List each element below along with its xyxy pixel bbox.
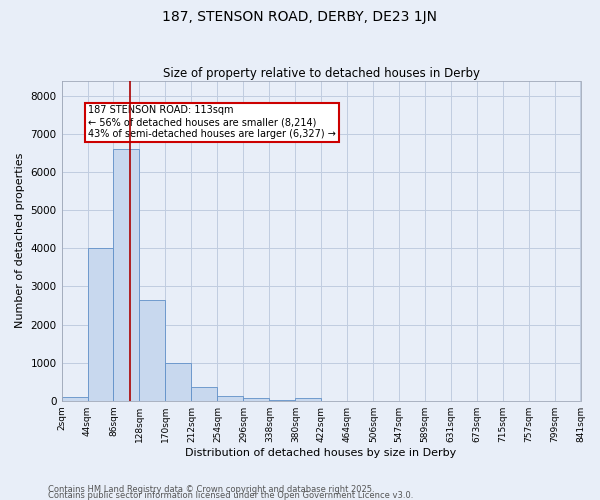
Text: 187 STENSON ROAD: 113sqm
← 56% of detached houses are smaller (8,214)
43% of sem: 187 STENSON ROAD: 113sqm ← 56% of detach… <box>88 106 336 138</box>
Bar <box>88 248 113 400</box>
X-axis label: Distribution of detached houses by size in Derby: Distribution of detached houses by size … <box>185 448 457 458</box>
Text: Contains HM Land Registry data © Crown copyright and database right 2025.: Contains HM Land Registry data © Crown c… <box>48 484 374 494</box>
Bar <box>244 398 269 400</box>
Title: Size of property relative to detached houses in Derby: Size of property relative to detached ho… <box>163 66 479 80</box>
Bar <box>62 397 88 400</box>
Bar <box>191 388 217 400</box>
Text: Contains public sector information licensed under the Open Government Licence v3: Contains public sector information licen… <box>48 491 413 500</box>
Bar <box>295 398 322 400</box>
Text: 187, STENSON ROAD, DERBY, DE23 1JN: 187, STENSON ROAD, DERBY, DE23 1JN <box>163 10 437 24</box>
Bar <box>166 362 191 401</box>
Bar <box>139 300 166 400</box>
Y-axis label: Number of detached properties: Number of detached properties <box>15 153 25 328</box>
Bar <box>217 396 244 400</box>
Bar <box>113 149 139 401</box>
